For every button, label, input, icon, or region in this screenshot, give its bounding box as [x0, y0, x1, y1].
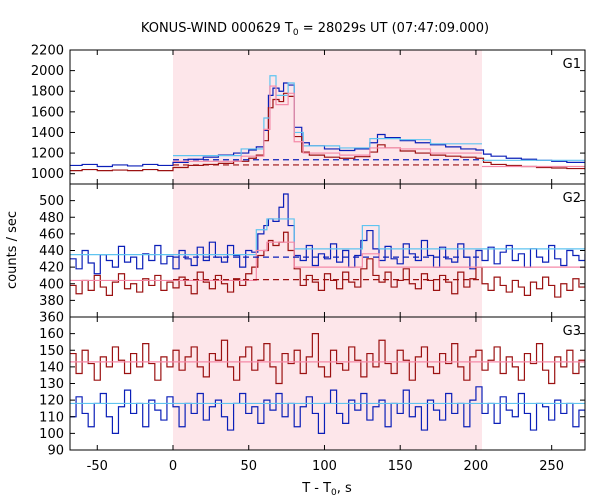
- panel-label: G2: [563, 191, 581, 206]
- series-dark_blue-0: [70, 193, 585, 275]
- series-dark_red-0: [70, 333, 585, 385]
- y-tick-label: 500: [39, 194, 64, 209]
- y-tick-label: 150: [39, 344, 64, 359]
- y-tick-label: 360: [39, 311, 64, 326]
- x-axis-label-subscript: 0: [331, 488, 337, 498]
- y-tick-label: 120: [39, 394, 64, 409]
- chart-title: KONUS-WIND 000629 T0 = 28029s UT (07:47:…: [141, 21, 489, 38]
- x-tick-label: 50: [240, 459, 257, 474]
- x-axis-label: T - T0, s: [301, 481, 352, 498]
- y-tick-label: 2000: [31, 64, 64, 79]
- series-dark_red-1: [70, 231, 585, 298]
- panel-g1: 1000 1200 1400 1600 1800 2000 2200 G1: [31, 44, 586, 185]
- shaded-interval: [173, 317, 482, 450]
- x-tick-label: 0: [169, 459, 177, 474]
- x-tick-label: -50: [87, 459, 108, 474]
- y-tick-label: 480: [39, 211, 64, 226]
- y-tick-label: 100: [39, 427, 64, 442]
- y-tick-label: 2200: [31, 44, 64, 59]
- y-tick-label: 380: [39, 294, 64, 309]
- chart-title-prefix: KONUS-WIND 000629 T: [141, 21, 293, 36]
- chart-title-suffix: = 28029s UT (07:47:09.000): [299, 21, 489, 36]
- y-tick-label: 1000: [31, 167, 64, 182]
- y-tick-label: 90: [47, 444, 64, 459]
- series-pink-3: [70, 241, 585, 282]
- x-tick-label: 200: [464, 459, 489, 474]
- y-tick-label: 110: [39, 410, 64, 425]
- y-tick-label: 1800: [31, 85, 64, 100]
- y-tick-label: 440: [39, 244, 64, 259]
- x-tick-label: 100: [312, 459, 337, 474]
- y-tick-label: 400: [39, 277, 64, 292]
- y-tick-label: 130: [39, 377, 64, 392]
- y-tick-label: 460: [39, 227, 64, 242]
- y-tick-label: 140: [39, 360, 64, 375]
- x-axis-label-prefix: T - T: [301, 481, 331, 496]
- y-tick-label: 1200: [31, 147, 64, 162]
- chart-title-subscript: 0: [293, 28, 299, 38]
- panel-label: G3: [563, 324, 581, 339]
- x-axis-label-suffix: , s: [337, 481, 352, 496]
- x-tick-label: 150: [388, 459, 413, 474]
- shaded-interval: [173, 184, 482, 317]
- y-tick-label: 160: [39, 327, 64, 342]
- series-dark_red-1: [70, 92, 585, 172]
- x-tick-label: 250: [539, 459, 564, 474]
- y-tick-label: 420: [39, 261, 64, 276]
- panels: 1000120014001600180020002200G13603804004…: [31, 44, 586, 474]
- y-tick-label: 1400: [31, 126, 64, 141]
- y-axis-label: counts / sec: [5, 211, 20, 289]
- y-tick-label: 1600: [31, 105, 64, 120]
- series-pink-3: [173, 85, 482, 162]
- panel-label: G1: [563, 57, 581, 72]
